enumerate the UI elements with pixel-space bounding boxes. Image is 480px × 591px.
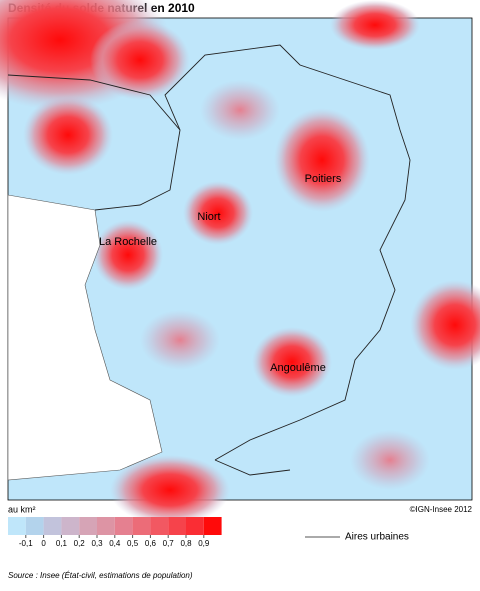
legend-tick-label: 0,1 bbox=[56, 539, 68, 548]
legend-swatch bbox=[97, 517, 115, 535]
legend-swatch bbox=[168, 517, 186, 535]
copyright: ©IGN-Insee 2012 bbox=[410, 505, 473, 514]
legend-tick-label: 0,5 bbox=[127, 539, 139, 548]
legend-tick-label: 0 bbox=[41, 539, 46, 548]
legend-swatch bbox=[8, 517, 26, 535]
legend-line-label: Aires urbaines bbox=[345, 532, 409, 543]
legend-unit: au km² bbox=[8, 504, 36, 514]
city-label: Angoulême bbox=[270, 362, 326, 374]
legend-tick-label: 0,7 bbox=[163, 539, 175, 548]
legend-tick-label: -0,1 bbox=[19, 539, 33, 548]
legend-tick-label: 0,9 bbox=[198, 539, 210, 548]
legend-swatch bbox=[186, 517, 204, 535]
legend-tick-label: 0,6 bbox=[145, 539, 157, 548]
legend-tick-label: 0,2 bbox=[74, 539, 86, 548]
city-label: Poitiers bbox=[305, 173, 342, 185]
legend-swatch bbox=[150, 517, 169, 535]
legend-tick-label: 0,3 bbox=[91, 539, 103, 548]
legend-swatch bbox=[25, 517, 44, 535]
legend-swatch bbox=[79, 517, 97, 535]
legend-tick-label: 0,8 bbox=[180, 539, 192, 548]
city-label: La Rochelle bbox=[99, 236, 157, 248]
source: Source : Insee (État-civil, estimations … bbox=[8, 571, 193, 580]
legend: -0,1 0 0,1 0,2 0,3 0,4 0,5 0,6 0,7 0,8 0,9 bbox=[8, 517, 222, 548]
legend-tick-label: 0,4 bbox=[109, 539, 121, 548]
legend-swatch bbox=[203, 517, 222, 535]
map: Poitiers Niort La Rochelle Angoulême bbox=[0, 0, 480, 525]
city-label: Niort bbox=[197, 211, 220, 223]
legend-swatch bbox=[43, 517, 62, 535]
legend-swatch bbox=[114, 517, 133, 535]
legend-swatch bbox=[61, 517, 80, 535]
legend-swatch bbox=[132, 517, 151, 535]
